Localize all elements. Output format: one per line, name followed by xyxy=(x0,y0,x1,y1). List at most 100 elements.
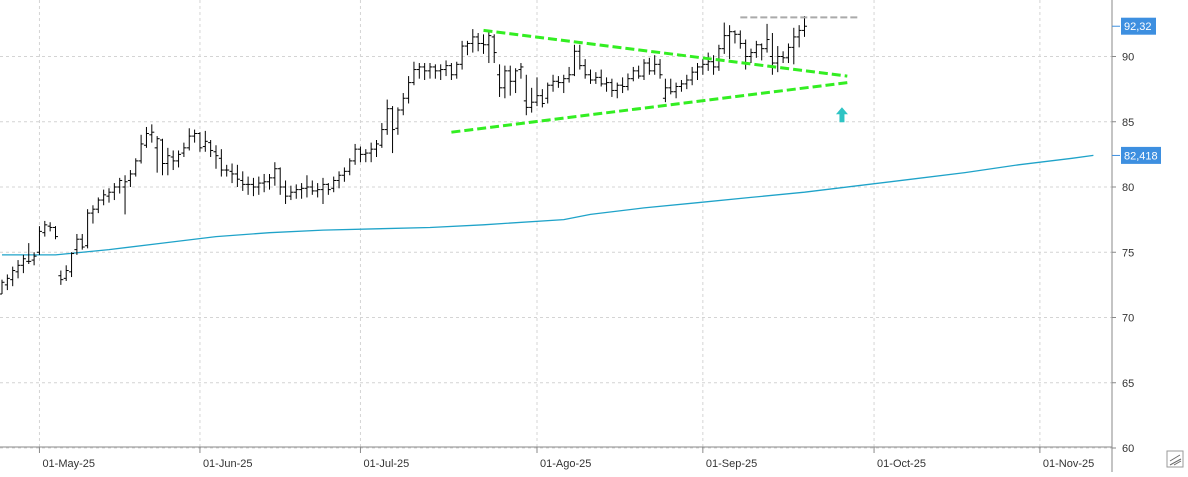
ohlc-bar xyxy=(791,27,797,65)
trendline xyxy=(483,28,848,78)
ohlc-bar xyxy=(502,65,508,99)
y-tick-label: 65 xyxy=(1122,378,1134,390)
ohlc-bar xyxy=(122,175,128,215)
ohlc-bar xyxy=(288,185,294,201)
ohlc-bar xyxy=(491,34,497,64)
ohlc-bar xyxy=(320,177,326,204)
ohlc-bar xyxy=(614,82,620,99)
x-tick-label: 01-Nov-25 xyxy=(1043,458,1094,470)
ohlc-bar xyxy=(481,34,486,54)
ohlc-bar xyxy=(165,147,171,176)
ohlc-bar xyxy=(234,164,240,187)
ohlc-bar xyxy=(58,270,64,285)
ohlc-bar xyxy=(53,226,58,240)
ohlc-bar xyxy=(20,254,26,274)
ohlc-bar xyxy=(352,143,358,165)
ohlc-bar xyxy=(780,51,786,64)
ohlc-bar xyxy=(309,180,315,195)
ohlc-bar xyxy=(138,134,144,164)
y-tick-label: 75 xyxy=(1122,247,1134,259)
expand-arrows-icon[interactable] xyxy=(1166,450,1184,468)
ohlc-bar xyxy=(357,146,363,163)
x-tick-label: 01-Jun-25 xyxy=(203,458,253,470)
ohlc-bar xyxy=(497,64,503,97)
ohlc-bar xyxy=(582,59,588,79)
ohlc-bar xyxy=(550,74,556,92)
ohlc-bar xyxy=(69,252,75,278)
ohlc-bar xyxy=(218,149,224,177)
ohlc-bar xyxy=(486,30,492,64)
ohlc-bar xyxy=(240,171,246,191)
ohlc-bar xyxy=(293,184,299,199)
ohlc-bar xyxy=(711,55,717,75)
ohlc-bar xyxy=(796,25,802,48)
ohlc-bar xyxy=(229,163,235,184)
ohlc-bar xyxy=(192,129,198,143)
ohlc-bar xyxy=(545,82,551,104)
ohlc-bar xyxy=(101,189,107,206)
ohlc-bar xyxy=(529,87,535,113)
ohlc-bar xyxy=(390,106,396,154)
ohlc-bar xyxy=(400,93,406,116)
ohlc-bar xyxy=(727,25,733,60)
ohlc-bar xyxy=(202,130,208,152)
ohlc-bar xyxy=(620,77,626,94)
ohlc-bar xyxy=(374,140,379,157)
ohlc-bar xyxy=(74,233,80,255)
ohlc-bar xyxy=(154,136,160,173)
ohlc-bar xyxy=(384,99,390,135)
ohlc-bar xyxy=(272,162,278,186)
ohlc-bar xyxy=(379,123,385,148)
ohlc-bar xyxy=(336,171,342,189)
ohlc-bar xyxy=(737,30,743,49)
ohlc-bar xyxy=(673,82,679,99)
ohlc-bar xyxy=(518,63,524,79)
ohlc-bar xyxy=(143,126,149,148)
ohlc-bar xyxy=(416,63,422,79)
arrow-up-icon xyxy=(835,107,848,123)
ohlc-bar xyxy=(368,142,374,163)
ohlc-bar xyxy=(224,164,230,177)
ohlc-bar xyxy=(325,183,331,195)
ohlc-bar xyxy=(700,59,706,75)
ohlc-bar xyxy=(432,64,438,79)
ohlc-bar xyxy=(63,265,69,281)
ohlc-bar xyxy=(571,44,577,77)
y-tick-label: 85 xyxy=(1122,117,1134,129)
ohlc-bar xyxy=(668,78,674,95)
last-price-badge-bg xyxy=(1121,17,1156,35)
ohlc-bar xyxy=(507,65,513,96)
ohlc-bar xyxy=(256,176,262,195)
ohlc-bar xyxy=(705,52,711,71)
ohlc-bar xyxy=(513,68,519,94)
ohlc-bar xyxy=(250,177,256,197)
axes: 60 65 70 75 80 85 90 01-May-25 01-Jun-25 01-Jul-2… xyxy=(0,0,1134,472)
ohlc-bar xyxy=(117,177,123,194)
ohlc-bar xyxy=(454,61,460,79)
ohlc-bar xyxy=(15,260,21,279)
ohlc-bar xyxy=(299,183,305,199)
ohlc-bar xyxy=(213,145,219,169)
ohlc-bar xyxy=(555,76,561,88)
ohlc-bar xyxy=(149,124,155,143)
ohlc-bar xyxy=(422,63,428,80)
ohlc-bar xyxy=(341,167,347,182)
y-tick-label: 80 xyxy=(1122,182,1134,194)
ohlc-bar xyxy=(267,173,272,190)
ohlc-bar xyxy=(170,150,176,171)
ohlc-bar xyxy=(636,65,642,79)
moving-average-series xyxy=(2,154,1094,256)
ohlc-bar xyxy=(0,279,5,295)
ohlc-bar xyxy=(347,158,353,176)
ohlc-bar xyxy=(802,16,807,37)
ohlc-bar xyxy=(176,150,182,168)
x-tick-label: 01-May-25 xyxy=(42,458,95,470)
ohlc-bar xyxy=(395,107,401,135)
ohlc-bar xyxy=(90,205,96,224)
grid-lines xyxy=(0,0,1112,449)
ohlc-bar xyxy=(261,173,267,193)
ohlc-bar xyxy=(197,132,203,152)
